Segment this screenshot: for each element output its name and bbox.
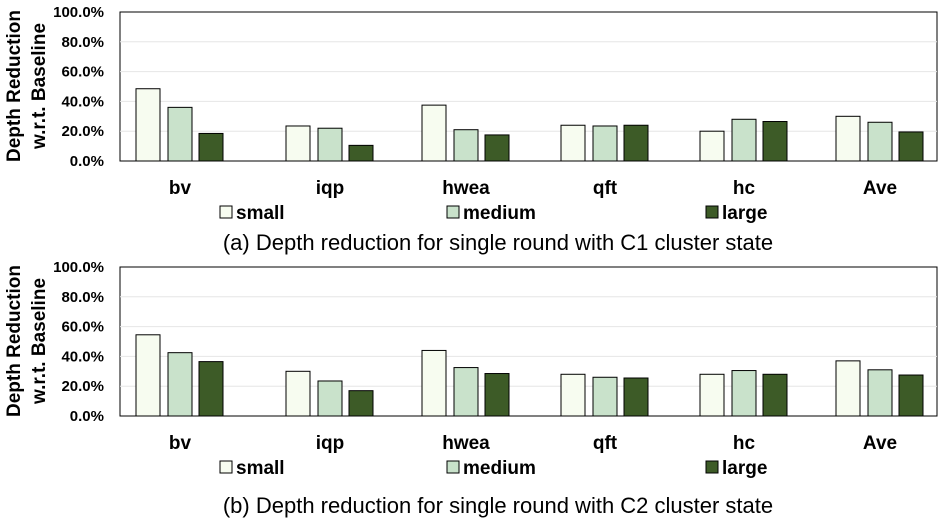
- category-label: qft: [593, 433, 618, 454]
- bar-medium-hwea: [453, 367, 479, 417]
- category-label: hwea: [442, 433, 490, 454]
- bar-medium-iqp: [317, 380, 343, 417]
- category-label: iqp: [316, 433, 345, 454]
- bar-small-Ave: [835, 360, 861, 417]
- category-label: iqp: [316, 178, 345, 199]
- chart-panel-b: 0.0% 20.0% 40.0% 60.0% 80.0% 100.0% Depth Redu…: [4, 259, 938, 518]
- y-tick-label: 100.0%: [53, 4, 104, 21]
- legend-label: large: [722, 458, 767, 479]
- bar-medium-Ave: [867, 121, 893, 162]
- category-label: Ave: [863, 433, 897, 454]
- y-tick-label: 60.0%: [61, 319, 104, 336]
- bar-large-Ave: [898, 131, 924, 162]
- y-tick-label: 40.0%: [61, 93, 104, 110]
- y-tick-label: 100.0%: [53, 259, 104, 276]
- bar-small-hwea: [421, 349, 447, 417]
- bar-medium-qft: [592, 125, 618, 162]
- y-axis-label: w.r.t. Baseline: [29, 278, 50, 405]
- category-label: Ave: [863, 178, 897, 199]
- y-tick-label: 0.0%: [70, 153, 104, 170]
- legend-swatch-large: [705, 205, 719, 219]
- y-axis-label: w.r.t. Baseline: [29, 23, 50, 150]
- y-axis-label: Depth Reduction: [4, 10, 25, 162]
- chart-panel-a: 0.0% 20.0% 40.0% 60.0% 80.0% 100.0% Depth Redu…: [4, 4, 938, 255]
- y-tick-label: 20.0%: [61, 378, 104, 395]
- bar-large-hwea: [484, 373, 510, 417]
- bar-small-qft: [560, 373, 586, 417]
- bar-medium-iqp: [317, 127, 343, 162]
- category-label: qft: [593, 178, 618, 199]
- y-axis-label: Depth Reduction: [4, 265, 25, 417]
- bar-large-hc: [762, 121, 788, 162]
- bar-medium-hc: [731, 370, 757, 417]
- bar-small-bv: [135, 334, 161, 417]
- bar-small-hwea: [421, 104, 447, 162]
- y-tick-label: 0.0%: [70, 408, 104, 425]
- bar-large-bv: [198, 361, 224, 417]
- bar-medium-bv: [167, 106, 193, 162]
- legend-swatch-small: [219, 460, 233, 474]
- bar-small-iqp: [285, 370, 311, 417]
- bar-medium-Ave: [867, 369, 893, 417]
- bar-medium-hc: [731, 118, 757, 162]
- plot-area: [119, 11, 938, 162]
- bar-small-hc: [699, 373, 725, 417]
- y-tick-label: 60.0%: [61, 64, 104, 81]
- category-label: hc: [733, 433, 756, 454]
- legend-swatch-medium: [446, 205, 460, 219]
- bar-large-bv: [198, 132, 224, 162]
- y-tick-label: 80.0%: [61, 289, 104, 306]
- category-label: bv: [169, 178, 192, 199]
- bar-large-Ave: [898, 374, 924, 417]
- bar-medium-bv: [167, 352, 193, 417]
- chart-caption: (a) Depth reduction for single round wit…: [223, 230, 773, 255]
- bar-large-hc: [762, 373, 788, 417]
- bar-small-iqp: [285, 125, 311, 162]
- bar-small-hc: [699, 130, 725, 162]
- legend-swatch-medium: [446, 460, 460, 474]
- category-label: hc: [733, 178, 756, 199]
- legend-label: medium: [463, 203, 536, 224]
- bar-large-iqp: [348, 144, 374, 162]
- y-tick-label: 40.0%: [61, 348, 104, 365]
- category-label: bv: [169, 433, 192, 454]
- bar-large-hwea: [484, 134, 510, 162]
- legend-label: small: [236, 458, 285, 479]
- bar-medium-hwea: [453, 129, 479, 162]
- category-label: hwea: [442, 178, 490, 199]
- legend-label: large: [722, 203, 767, 224]
- bar-medium-qft: [592, 376, 618, 417]
- bar-large-iqp: [348, 390, 374, 417]
- y-tick-label: 80.0%: [61, 34, 104, 51]
- bar-large-qft: [623, 377, 649, 417]
- bar-small-Ave: [835, 115, 861, 162]
- chart-caption: (b) Depth reduction for single round wit…: [223, 493, 773, 518]
- plot-area: [119, 266, 938, 417]
- legend-label: medium: [463, 458, 536, 479]
- legend-swatch-small: [219, 205, 233, 219]
- y-tick-label: 20.0%: [61, 123, 104, 140]
- bar-large-qft: [623, 124, 649, 162]
- bar-small-bv: [135, 88, 161, 162]
- legend-label: small: [236, 203, 285, 224]
- bar-small-qft: [560, 124, 586, 162]
- legend-swatch-large: [705, 460, 719, 474]
